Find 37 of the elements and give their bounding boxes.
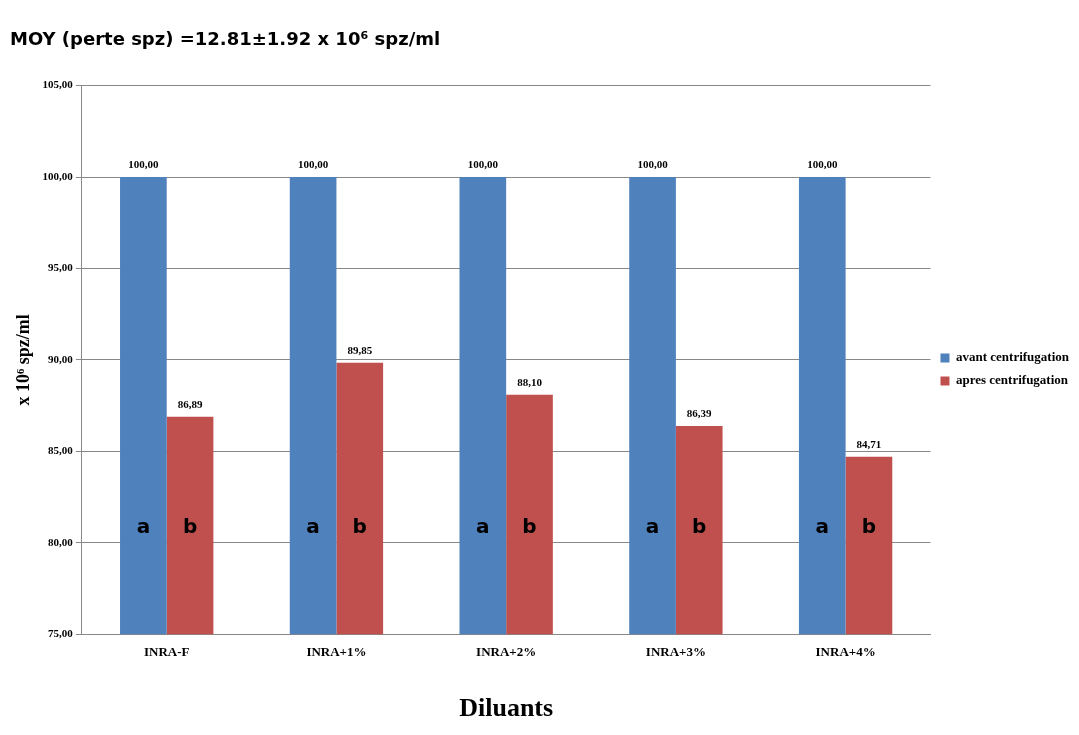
legend-label: apres centrifugation [955, 372, 1069, 388]
annotation: a [815, 514, 830, 539]
y-tick-label: 100,00 [42, 169, 74, 182]
y-tick-label: 90,00 [48, 352, 74, 365]
x-tick-label: INRA-F [143, 644, 190, 660]
annotation: b [522, 514, 537, 539]
legend-label: avant centrifugation [955, 349, 1070, 365]
x-tick-label: INRA+1% [306, 644, 367, 660]
data-label: 100,00 [807, 158, 838, 171]
data-label: 86,89 [177, 398, 203, 411]
annotation: a [306, 514, 320, 539]
chart-title: MOY (perte spz) =12.81±1.92 x 10⁶ spz/ml [10, 28, 441, 50]
x-tick-label: INRA+3% [645, 644, 706, 660]
y-tick-label: 80,00 [48, 535, 74, 548]
y-tick-label: 85,00 [48, 444, 74, 457]
y-tick-label: 105,00 [42, 78, 74, 91]
data-label: 100,00 [467, 158, 499, 171]
y-axis-title: x 10⁶ spz/ml [13, 314, 34, 406]
data-label: 100,00 [637, 158, 669, 171]
data-label: 100,00 [128, 158, 159, 171]
annotation: a [136, 514, 151, 539]
data-label: 88,10 [517, 375, 543, 388]
data-label: 86,39 [686, 407, 713, 420]
annotation: b [861, 514, 877, 539]
data-label: 84,71 [856, 437, 882, 450]
annotation: a [645, 514, 660, 539]
y-tick-label: 75,00 [48, 627, 74, 640]
annotation: a [476, 514, 490, 539]
data-label: 89,85 [347, 343, 373, 356]
x-axis-title: Diluants [459, 693, 554, 723]
annotation: b [692, 514, 707, 539]
x-tick-label: INRA+4% [815, 644, 876, 660]
y-tick-label: 95,00 [48, 261, 74, 274]
annotation: b [182, 514, 198, 539]
x-tick-label: INRA+2% [476, 644, 537, 660]
annotation: b [352, 514, 367, 539]
data-label: 100,00 [297, 158, 329, 171]
